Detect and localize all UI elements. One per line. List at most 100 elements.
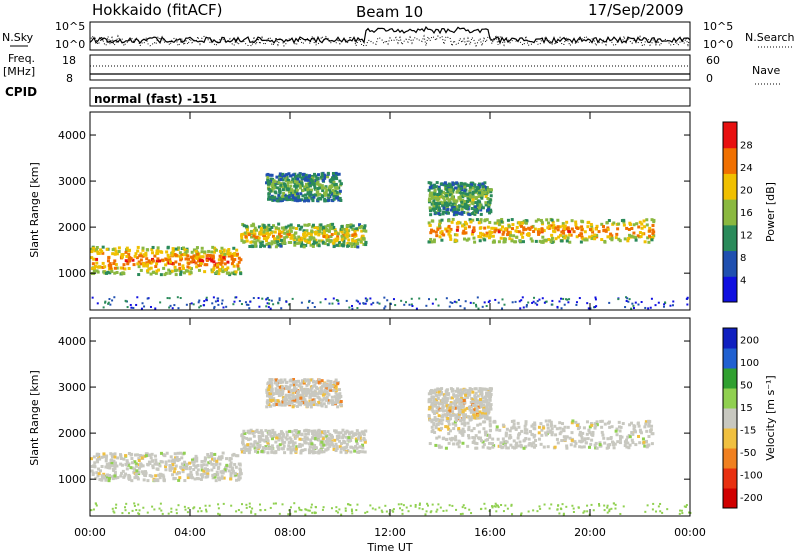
- echo-cell: [279, 177, 283, 181]
- echo-cell: [524, 422, 528, 426]
- echo-cell: [598, 444, 602, 448]
- echo-cell: [344, 451, 348, 455]
- echo-cell: [277, 193, 281, 197]
- echo-cell: [283, 193, 287, 197]
- echo-cell: [283, 236, 287, 240]
- echo-cell: [514, 427, 518, 431]
- echo-cell: [345, 235, 349, 239]
- echo-cell: [330, 435, 334, 439]
- colorbar-tick-label: -200: [740, 493, 763, 504]
- echo-cell: [462, 210, 466, 214]
- echo-cell: [270, 447, 274, 451]
- echo-cell: [182, 451, 186, 455]
- echo-cell: [590, 234, 594, 238]
- echo-cell: [176, 451, 180, 455]
- echo-cell: [485, 231, 489, 235]
- echo-cell: [243, 444, 247, 448]
- echo-cell: [188, 467, 192, 471]
- ground-cell: [345, 299, 348, 302]
- ground-cell: [539, 507, 542, 510]
- echo-cell: [113, 455, 117, 459]
- echo-cell: [453, 404, 457, 408]
- echo-cell: [209, 258, 213, 262]
- echo-cell: [511, 223, 515, 227]
- echo-cell: [288, 436, 292, 440]
- echo-cell: [537, 232, 541, 236]
- echo-cell: [267, 195, 271, 199]
- echo-cell: [333, 388, 337, 392]
- echo-cell: [444, 413, 448, 417]
- echo-cell: [244, 224, 248, 228]
- x-tick-label: 00:00: [74, 526, 106, 539]
- echo-cell: [436, 227, 440, 231]
- ground-cell: [107, 301, 110, 304]
- echo-cell: [237, 267, 241, 271]
- echo-cell: [335, 437, 339, 441]
- echo-cell: [442, 183, 446, 187]
- ground-cell: [258, 305, 261, 308]
- echo-cell: [325, 227, 329, 231]
- echo-cell: [269, 381, 273, 385]
- echo-cell: [113, 466, 117, 470]
- echo-cell: [267, 187, 271, 191]
- echo-cell: [281, 441, 285, 445]
- ground-cell: [431, 503, 434, 506]
- echo-cell: [530, 225, 534, 229]
- ground-cell: [548, 507, 551, 510]
- echo-cell: [314, 241, 318, 245]
- ground-cell: [614, 503, 617, 506]
- echo-cell: [533, 227, 537, 231]
- ground-cell: [378, 506, 381, 509]
- echo-cell: [318, 186, 322, 190]
- echo-cell: [327, 193, 331, 197]
- echo-cell: [561, 222, 565, 226]
- echo-cell: [607, 443, 611, 447]
- echo-cell: [445, 419, 449, 423]
- ground-cell: [261, 297, 264, 300]
- ground-cell: [356, 307, 359, 310]
- echo-cell: [151, 259, 155, 263]
- echo-cell: [553, 230, 557, 234]
- echo-cell: [96, 250, 100, 254]
- echo-cell: [267, 241, 271, 245]
- ground-cell: [543, 301, 546, 304]
- echo-cell: [230, 468, 234, 472]
- ground-cell: [493, 505, 496, 508]
- echo-cell: [205, 463, 209, 467]
- echo-cell: [306, 437, 310, 441]
- echo-cell: [105, 462, 109, 466]
- echo-cell: [213, 246, 217, 250]
- echo-cell: [483, 226, 487, 230]
- echo-cell: [457, 445, 461, 449]
- ground-cell: [314, 505, 317, 508]
- echo-cell: [191, 458, 195, 462]
- ground-cell: [439, 506, 442, 509]
- echo-cell: [331, 241, 335, 245]
- echo-cell: [215, 271, 219, 275]
- echo-cell: [187, 261, 191, 265]
- echo-cell: [589, 442, 593, 446]
- echo-cell: [316, 197, 320, 201]
- ground-cell: [649, 306, 652, 309]
- echo-cell: [289, 448, 293, 452]
- x-tick-label: 00:00: [674, 526, 706, 539]
- ground-cell: [266, 296, 269, 299]
- echo-cell: [481, 185, 485, 189]
- echo-cell: [141, 254, 145, 258]
- echo-cell: [233, 258, 237, 262]
- echo-cell: [293, 398, 297, 402]
- echo-cell: [318, 227, 322, 231]
- echo-cell: [593, 443, 597, 447]
- echo-cell: [563, 425, 567, 429]
- echo-cell: [547, 224, 551, 228]
- echo-cell: [317, 400, 321, 404]
- ground-cell: [637, 303, 640, 306]
- ground-cell: [415, 307, 418, 310]
- echo-cell: [270, 242, 274, 246]
- echo-cell: [542, 229, 546, 233]
- echo-cell: [479, 208, 483, 212]
- echo-cell: [309, 233, 313, 237]
- echo-cell: [475, 407, 479, 411]
- echo-cell: [109, 458, 113, 462]
- echo-cell: [435, 205, 439, 209]
